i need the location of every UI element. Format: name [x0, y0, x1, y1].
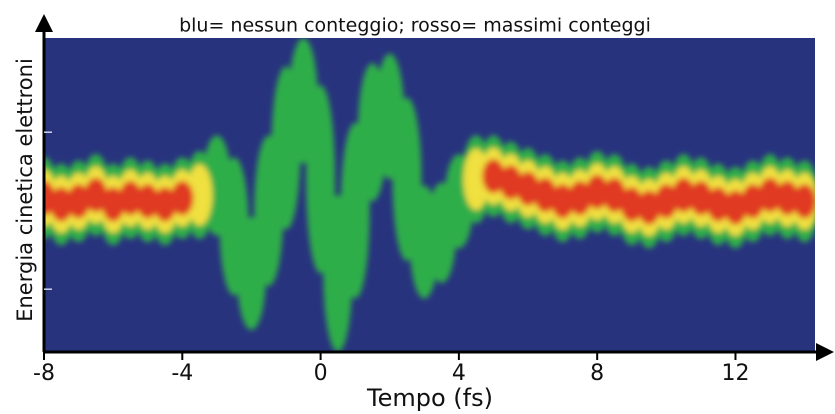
heat-cell — [153, 187, 177, 222]
heat-cell — [741, 184, 764, 219]
x-tick-label: -4 — [171, 361, 193, 386]
heat-cell — [655, 184, 678, 219]
heat-cell — [84, 177, 108, 213]
heat-cell — [482, 159, 505, 194]
x-tick-label: 12 — [721, 361, 749, 386]
heat-cell — [620, 187, 643, 222]
heat-cell — [551, 184, 574, 219]
heat-cell — [534, 177, 557, 213]
heat-cell — [516, 171, 540, 206]
heat-cell — [724, 190, 747, 225]
x-axis-arrow — [816, 343, 834, 361]
x-tick-label: 4 — [452, 361, 466, 386]
heat-cell — [499, 165, 522, 200]
heat-cell — [50, 187, 73, 222]
x-tick-label: -8 — [33, 361, 55, 386]
y-axis-arrow — [35, 14, 53, 32]
x-tick-label: 8 — [590, 361, 604, 386]
heat-cell — [793, 184, 815, 219]
heat-cell — [136, 184, 159, 219]
x-tick-label: 0 — [314, 361, 328, 386]
heat-cell — [603, 177, 626, 213]
heat-cell — [171, 180, 194, 216]
heat-cell — [637, 190, 661, 225]
heat-cell — [776, 180, 799, 216]
axes — [35, 14, 834, 361]
chart-title: blu= nessun conteggio; rosso= massimi co… — [179, 15, 651, 37]
y-axis-label: Energia cinetica elettroni — [13, 58, 37, 322]
heat-cell — [119, 180, 142, 216]
heat-cell — [586, 174, 609, 210]
heatmap — [44, 38, 815, 352]
heat-cell — [758, 177, 782, 213]
heat-cell — [568, 180, 592, 216]
heat-cell — [186, 164, 213, 226]
x-axis-label: Tempo (fs) — [366, 384, 493, 412]
heat-cell — [672, 177, 695, 213]
heat-cell — [101, 187, 125, 222]
heat-cell — [689, 180, 713, 216]
heat-cell — [707, 187, 730, 222]
heat-cell — [67, 184, 90, 219]
